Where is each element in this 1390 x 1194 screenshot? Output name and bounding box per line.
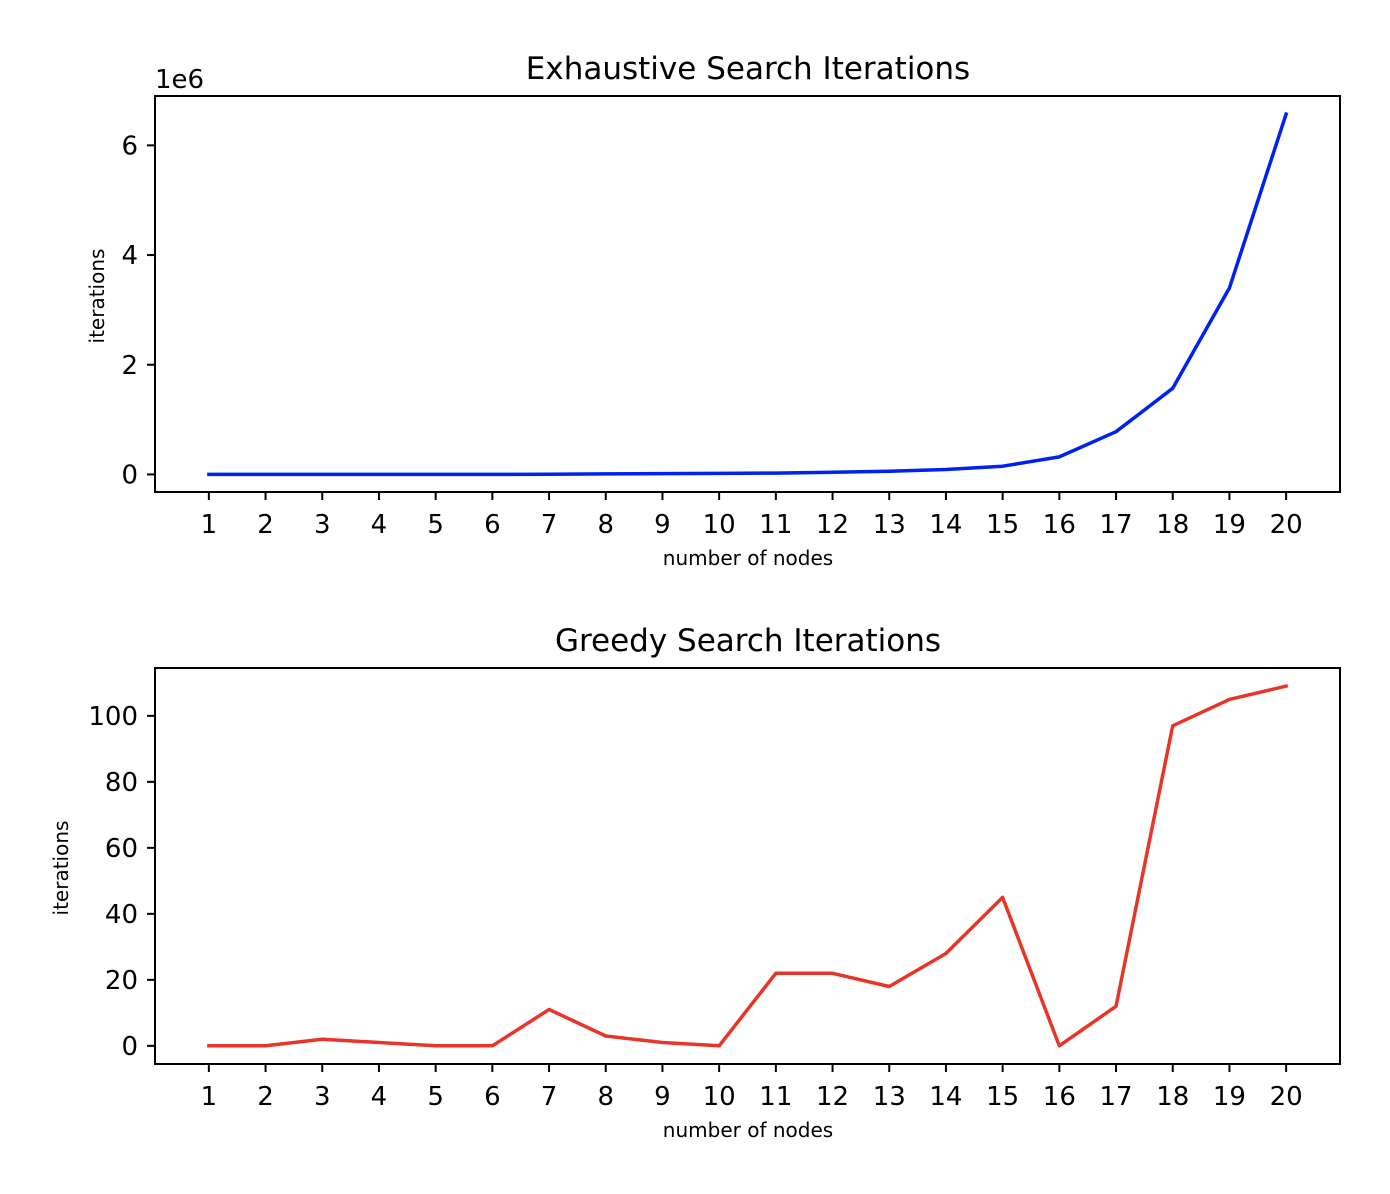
- exhaustive-x-ticks: 1 2 3 4 5 6 7 8 9 10 11 12 13 14 15 16 17 18 19 20: [201, 492, 1303, 540]
- exhaustive-x-tick-label: 7: [541, 510, 558, 540]
- exhaustive-x-tick-label: 20: [1270, 510, 1303, 540]
- greedy-x-axis-label: number of nodes: [663, 1118, 833, 1142]
- exhaustive-x-tick-label: 19: [1213, 510, 1246, 540]
- exhaustive-y-axis-label: iterations: [85, 249, 109, 344]
- greedy-y-tick-label: 20: [105, 966, 138, 996]
- greedy-x-ticks: 1 2 3 4 5 6 7 8 9 10 11 12 13 14 15 16 17 18 19 20: [201, 1064, 1303, 1112]
- exhaustive-y-ticks: 0 2 4 6: [121, 131, 155, 490]
- greedy-x-tick-label: 19: [1213, 1082, 1246, 1112]
- exhaustive-x-tick-label: 6: [484, 510, 501, 540]
- greedy-x-tick-label: 3: [314, 1082, 331, 1112]
- greedy-x-tick-label: 15: [986, 1082, 1019, 1112]
- exhaustive-chart-title: Exhaustive Search Iterations: [526, 51, 970, 87]
- exhaustive-y-tick-label: 4: [121, 241, 138, 271]
- greedy-y-axis-label: iterations: [49, 821, 73, 916]
- greedy-x-tick-label: 11: [759, 1082, 792, 1112]
- exhaustive-series-line: [207, 111, 1289, 477]
- exhaustive-y-tick-label: 0: [121, 460, 138, 490]
- exhaustive-x-tick-label: 5: [427, 510, 444, 540]
- greedy-y-tick-label: 0: [121, 1032, 138, 1062]
- exhaustive-x-tick-label: 1: [201, 510, 218, 540]
- greedy-x-tick-label: 4: [371, 1082, 388, 1112]
- exhaustive-x-tick-label: 3: [314, 510, 331, 540]
- greedy-y-tick-label: 40: [105, 900, 138, 930]
- greedy-x-tick-label: 9: [654, 1082, 671, 1112]
- exhaustive-x-tick-label: 8: [597, 510, 614, 540]
- greedy-x-tick-label: 1: [201, 1082, 218, 1112]
- greedy-x-tick-label: 10: [703, 1082, 736, 1112]
- greedy-y-tick-label: 80: [105, 768, 138, 798]
- greedy-x-tick-label: 6: [484, 1082, 501, 1112]
- exhaustive-x-tick-label: 16: [1043, 510, 1076, 540]
- greedy-x-tick-label: 8: [597, 1082, 614, 1112]
- exhaustive-x-tick-label: 11: [759, 510, 792, 540]
- greedy-series: [207, 683, 1289, 1048]
- exhaustive-x-tick-label: 2: [257, 510, 274, 540]
- exhaustive-x-tick-label: 18: [1156, 510, 1189, 540]
- exhaustive-x-tick-label: 15: [986, 510, 1019, 540]
- exhaustive-y-offset-label: 1e6: [155, 65, 204, 95]
- exhaustive-x-tick-label: 17: [1099, 510, 1132, 540]
- greedy-x-tick-label: 18: [1156, 1082, 1189, 1112]
- greedy-x-tick-label: 12: [816, 1082, 849, 1112]
- greedy-chart: Greedy Search Iterations 1 2 3 4 5 6 7 8 9 10 11 12…: [49, 623, 1341, 1142]
- greedy-x-tick-label: 14: [929, 1082, 962, 1112]
- exhaustive-y-tick-label: 6: [121, 131, 138, 161]
- greedy-plot-frame: [154, 667, 1341, 1065]
- greedy-series-line: [207, 683, 1289, 1048]
- exhaustive-x-tick-label: 4: [371, 510, 388, 540]
- greedy-x-tick-label: 2: [257, 1082, 274, 1112]
- greedy-x-tick-label: 7: [541, 1082, 558, 1112]
- exhaustive-plot-frame: [154, 95, 1341, 493]
- exhaustive-x-tick-label: 9: [654, 510, 671, 540]
- exhaustive-x-tick-label: 12: [816, 510, 849, 540]
- greedy-x-tick-label: 20: [1270, 1082, 1303, 1112]
- exhaustive-x-tick-label: 14: [929, 510, 962, 540]
- exhaustive-x-axis-label: number of nodes: [663, 546, 833, 570]
- greedy-x-tick-label: 13: [873, 1082, 906, 1112]
- exhaustive-series: [207, 111, 1289, 477]
- exhaustive-y-tick-label: 2: [121, 351, 138, 381]
- greedy-x-tick-label: 16: [1043, 1082, 1076, 1112]
- greedy-chart-title: Greedy Search Iterations: [555, 623, 941, 659]
- greedy-y-tick-label: 60: [105, 834, 138, 864]
- greedy-x-tick-label: 5: [427, 1082, 444, 1112]
- exhaustive-x-tick-label: 10: [703, 510, 736, 540]
- greedy-x-tick-label: 17: [1099, 1082, 1132, 1112]
- greedy-y-tick-label: 100: [88, 702, 138, 732]
- exhaustive-x-tick-label: 13: [873, 510, 906, 540]
- greedy-y-ticks: 0 20 40 60 80 100: [88, 702, 155, 1062]
